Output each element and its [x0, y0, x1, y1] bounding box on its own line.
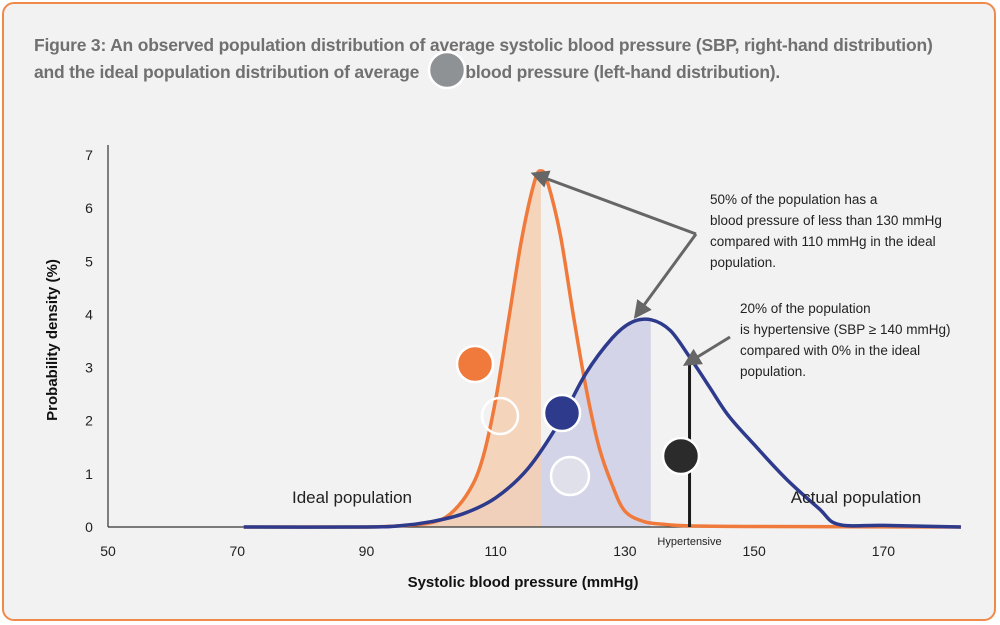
- title-line-2: and the ideal population distribution of…: [34, 59, 954, 86]
- y-tick-label: 1: [85, 466, 93, 482]
- x-tick-label: 90: [359, 543, 375, 559]
- ideal-shaded-area: [243, 170, 542, 528]
- actual-population-label: Actual population: [791, 488, 921, 507]
- y-tick-label: 0: [85, 519, 93, 535]
- y-axis-title: Probability density (%): [44, 259, 61, 421]
- x-tick-label: 130: [613, 543, 637, 559]
- title-line-1: Figure 3: An observed population distrib…: [34, 35, 933, 55]
- x-tick-label: 50: [100, 543, 116, 559]
- open-circle-marker-1: [480, 396, 520, 436]
- actual-curve: [243, 317, 961, 529]
- annotation-1-line: 50% of the population has a: [710, 192, 878, 207]
- figure-title: Figure 3: An observed population distrib…: [34, 32, 954, 86]
- x-tick-label: 150: [742, 543, 766, 559]
- annotation-2-arrow: [682, 335, 731, 366]
- annotation-2-line: population.: [740, 364, 806, 379]
- markers: [427, 50, 701, 497]
- y-tick-label: 7: [85, 147, 93, 163]
- annotation-1-arrow-actual: [633, 233, 698, 319]
- x-tick-label: 110: [485, 543, 508, 559]
- title-line-2-start: and the ideal population distribution of…: [34, 62, 424, 82]
- annotation-2-line: compared with 0% in the ideal: [740, 343, 920, 358]
- x-tick-label: 70: [229, 543, 245, 559]
- open-circle-marker-2: [549, 455, 591, 497]
- annotations: Ideal population Actual population 50% of …: [292, 170, 951, 507]
- x-tick-label: 170: [872, 543, 896, 559]
- annotation-2-line: 20% of the population: [740, 301, 871, 316]
- y-tick-label: 4: [85, 306, 93, 322]
- y-tick-label: 6: [85, 200, 93, 216]
- title-line-2-end: lic blood pressure (left-hand distributi…: [441, 62, 781, 82]
- annotation-2-line: is hypertensive (SBP ≥ 140 mmHg): [740, 322, 951, 337]
- navy-circle-marker: [542, 393, 582, 433]
- annotation-1-arrow-ideal: [530, 170, 697, 236]
- annotation-1-line: blood pressure of less than 130 mmHg: [710, 213, 942, 228]
- annotation-1-line: population.: [710, 255, 776, 270]
- gray-circle-marker: [427, 50, 467, 90]
- y-tick-label: 5: [85, 253, 93, 269]
- black-circle-marker: [661, 436, 701, 476]
- annotation-1-line: compared with 110 mmHg in the ideal: [710, 234, 936, 249]
- area-fills: [243, 170, 653, 528]
- y-tick-label: 3: [85, 360, 93, 376]
- orange-circle-marker: [455, 344, 495, 384]
- x-axis-title: Systolic blood pressure (mmHg): [408, 574, 639, 591]
- ideal-population-label: Ideal population: [292, 488, 412, 507]
- hypertensive-label: Hypertensive: [657, 536, 721, 548]
- y-tick-label: 2: [85, 413, 93, 429]
- axes: 50 70 90 110 130 150 170 0 1 2 3 4 5 6 7 Systolic blood…: [44, 145, 940, 591]
